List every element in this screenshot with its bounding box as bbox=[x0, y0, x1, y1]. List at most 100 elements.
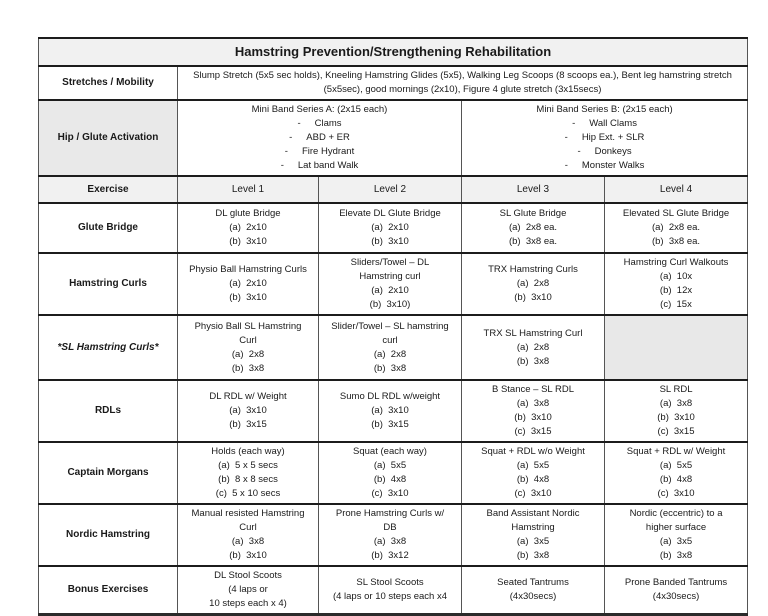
exercise-cell-line: Holds (each way) bbox=[211, 446, 285, 457]
exercise-cell-line: (a) 2x8 bbox=[373, 348, 407, 360]
exercise-cell-line: (4 laps or bbox=[228, 584, 268, 595]
exercise-cell: Nordic (eccentric) to a higher surface (a)… bbox=[603, 503, 749, 567]
exercise-cell-line: DB bbox=[383, 522, 397, 533]
exercise-cell-line: TRX SL Hamstring Curl bbox=[483, 327, 583, 339]
exercise-cell: Holds (each way) (a) 5 x 5 secs (b) 8 x 8 … bbox=[177, 441, 319, 505]
exercise-cell-line: (a) 2x10 bbox=[371, 285, 409, 296]
exercise-cell: Slider/Towel – SL hamstring curl (a) 2x8 (b… bbox=[318, 314, 462, 381]
mini-band-series-b: Mini Band Series B: (2x15 each) Wall Cla… bbox=[460, 99, 749, 177]
exercise-cell-line: Curl bbox=[239, 334, 257, 346]
exercise-cell-line: Prone Hamstring Curls w/ bbox=[335, 508, 445, 519]
series-a-item: Clams bbox=[181, 117, 458, 131]
exercise-rows: Glute Bridge DL glute Bridge (a) 2x10 (b) 3… bbox=[38, 202, 749, 616]
exercise-cell: Hamstring Curl Walkouts (a) 10x (b) 12x (c)… bbox=[603, 252, 749, 316]
exercise-cell-line: Band Assistant Nordic bbox=[486, 508, 580, 519]
exercise-cell-line: (c) 3x15 bbox=[514, 426, 552, 437]
exercise-cell-line: (b) 3x8 bbox=[373, 362, 407, 374]
exercise-cell-line: (a) 2x8 bbox=[516, 278, 550, 289]
exercise-cell-line: Squat + RDL w/o Weight bbox=[481, 446, 585, 457]
exercise-cell-line: (a) 2x10 bbox=[229, 278, 267, 289]
exercise-cell-line: (b) 3x8 ea. bbox=[651, 236, 701, 247]
exercise-cell-line: (4 laps or 10 steps each x4 bbox=[332, 591, 448, 602]
exercise-cell-line: Curl bbox=[239, 522, 257, 533]
exercise-cell-line: Sliders/Towel – DL bbox=[350, 257, 430, 268]
exercise-name: Hamstring Curls bbox=[38, 252, 178, 316]
exercise-cell-line: (b) 8 x 8 secs bbox=[218, 474, 278, 485]
exercise-cell-line: Prone Banded Tantrums bbox=[624, 577, 728, 588]
exercise-cell-line: (a) 3x10 bbox=[371, 405, 409, 416]
exercise-cell-line: (a) 3x10 bbox=[229, 405, 267, 416]
exercise-cell-line: (a) 3x8 bbox=[659, 398, 693, 409]
exercise-cell-line: Nordic (eccentric) to a bbox=[629, 508, 723, 519]
exercise-cell: TRX Hamstring Curls (a) 2x8 (b) 3x10 bbox=[461, 252, 605, 316]
series-a-item: ABD + ER bbox=[181, 131, 458, 145]
series-a-item: Lat band Walk bbox=[181, 159, 458, 173]
exercise-cell-line: (4x30secs) bbox=[652, 591, 700, 602]
exercise-cell: Squat (each way) (a) 5x5 (b) 4x8 (c) 3x10 bbox=[318, 441, 462, 505]
exercise-cell-line: Squat + RDL w/ Weight bbox=[626, 446, 726, 457]
mini-band-series-a: Mini Band Series A: (2x15 each) Clams AB… bbox=[177, 99, 462, 177]
exercise-cell-line: (a) 2x8 bbox=[231, 348, 265, 360]
exercise-cell-line: (c) 5 x 10 secs bbox=[215, 488, 281, 499]
exercise-cell: SL RDL (a) 3x8 (b) 3x10 (c) 3x15 bbox=[603, 379, 749, 443]
exercise-cell-line: (c) 15x bbox=[660, 299, 692, 310]
exercise-cell-line: (a) 3x8 bbox=[231, 536, 265, 547]
exercise-cell: TRX SL Hamstring Curl (a) 2x8 (b) 3x8 bbox=[461, 314, 605, 381]
table-row: Glute Bridge DL glute Bridge (a) 2x10 (b) 3… bbox=[38, 202, 749, 254]
exercise-name: Bonus Exercises bbox=[38, 565, 178, 616]
stretches-content: Slump Stretch (5x5 sec holds), Kneeling … bbox=[176, 65, 749, 101]
exercise-cell-line: (b) 3x8 bbox=[231, 362, 265, 374]
series-b-item: Donkeys bbox=[465, 145, 744, 159]
exercise-cell-line: 10 steps each x 4) bbox=[209, 598, 287, 609]
exercise-cell-line: (b) 12x bbox=[659, 285, 693, 296]
exercise-cell-line: (a) 5x5 bbox=[373, 460, 407, 471]
exercise-cell: SL Stool Scoots (4 laps or 10 steps each … bbox=[318, 565, 462, 616]
exercise-cell-line: (a) 2x8 ea. bbox=[651, 222, 701, 233]
table-row: Bonus Exercises DL Stool Scoots (4 laps or… bbox=[38, 565, 749, 616]
table-row: Hamstring Curls Physio Ball Hamstring Cur… bbox=[38, 252, 749, 316]
series-a-item: Fire Hydrant bbox=[181, 145, 458, 159]
exercise-cell-line: (b) 4x8 bbox=[373, 474, 407, 485]
exercise-cell-line: (b) 3x10 bbox=[229, 236, 267, 247]
exercise-cell: DL glute Bridge (a) 2x10 (b) 3x10 bbox=[177, 202, 319, 254]
exercise-cell-line: (b) 3x10 bbox=[514, 412, 552, 423]
exercise-name: Nordic Hamstring bbox=[38, 503, 178, 567]
exercise-cell-line: (c) 3x10 bbox=[371, 488, 409, 499]
exercise-cell-line: (b) 3x10 bbox=[229, 550, 267, 561]
exercise-cell-line: DL RDL w/ Weight bbox=[209, 391, 287, 402]
exercise-cell-line: (c) 3x10 bbox=[514, 488, 552, 499]
exercise-cell: SL Glute Bridge (a) 2x8 ea. (b) 3x8 ea. bbox=[461, 202, 605, 254]
exercise-cell-line: (a) 5x5 bbox=[659, 460, 693, 471]
exercise-cell-line: (a) 3x5 bbox=[516, 536, 550, 547]
exercise-cell-line: (b) 3x12 bbox=[371, 550, 409, 561]
exercise-cell: Prone Hamstring Curls w/DB (a) 3x8 (b) 3x1… bbox=[318, 503, 462, 567]
exercise-cell-line: Squat (each way) bbox=[353, 446, 427, 457]
activation-row: Hip / Glute Activation Mini Band Series … bbox=[38, 99, 749, 177]
exercise-cell-line: Manual resisted Hamstring bbox=[191, 508, 305, 519]
exercise-cell-line: (a) 2x8 bbox=[516, 341, 550, 353]
exercise-cell: DL RDL w/ Weight (a) 3x10 (b) 3x15 bbox=[177, 379, 319, 443]
exercise-cell-line: (b) 3x10 bbox=[657, 412, 695, 423]
exercise-cell-line: (a) 10x bbox=[659, 271, 693, 282]
page-title: Hamstring Prevention/Strengthening Rehab… bbox=[37, 37, 749, 67]
exercise-cell-line: (a) 5x5 bbox=[516, 460, 550, 471]
column-header-row: Exercise Level 1 Level 2 Level 3 Level 4 bbox=[38, 175, 749, 204]
exercise-name: Captain Morgans bbox=[38, 441, 178, 505]
exercise-cell-line: Elevate DL Glute Bridge bbox=[339, 208, 441, 219]
exercise-name: RDLs bbox=[38, 379, 178, 443]
exercise-cell-line: TRX Hamstring Curls bbox=[488, 264, 578, 275]
exercise-name: Glute Bridge bbox=[38, 202, 178, 254]
exercise-cell: B Stance – SL RDL (a) 3x8 (b) 3x10 (c) 3x15 bbox=[461, 379, 605, 443]
exercise-cell-line: Elevated SL Glute Bridge bbox=[622, 208, 730, 219]
table-row: Captain Morgans Holds (each way) (a) 5 x 5… bbox=[38, 441, 749, 505]
exercise-cell-line: (a) 3x5 bbox=[659, 536, 693, 547]
exercise-cell-line: (b) 3x8 bbox=[516, 355, 550, 367]
stretches-row: Stretches / Mobility Slump Stretch (5x5 … bbox=[38, 65, 749, 101]
exercise-cell-line: Slider/Towel – SL hamstring bbox=[331, 320, 449, 332]
exercise-cell-line: B Stance – SL RDL bbox=[491, 384, 575, 395]
exercise-cell-line: (b) 4x8 bbox=[659, 474, 693, 485]
exercise-cell: Physio Ball SL Hamstring Curl (a) 2x8 (b) 3… bbox=[177, 314, 319, 381]
exercise-cell-line: SL RDL bbox=[659, 384, 693, 395]
exercise-cell: Band Assistant Nordic Hamstring (a) 3x5 (b)… bbox=[461, 503, 605, 567]
exercise-cell-line: (b) 3x8 ea. bbox=[508, 236, 558, 247]
